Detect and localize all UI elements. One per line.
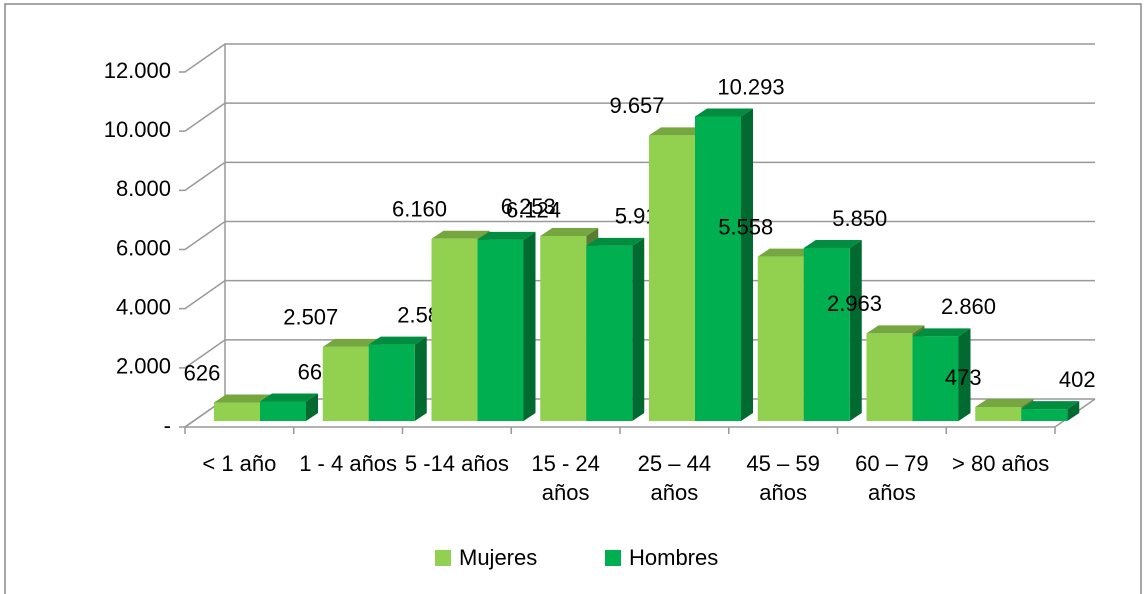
grid-line xyxy=(179,161,1095,192)
bar-side xyxy=(958,328,971,421)
bar xyxy=(260,401,306,421)
x-tick-label: 15 - 24 años xyxy=(531,451,600,505)
bar-side xyxy=(741,108,753,421)
x-tick-label: 1 - 4 años xyxy=(299,451,398,476)
bar xyxy=(586,245,633,421)
bar-side xyxy=(632,237,645,421)
y-tick-label: 10.000 xyxy=(104,117,171,142)
bar-side xyxy=(306,393,318,421)
value-label: 2.507 xyxy=(283,305,338,330)
bar-top xyxy=(368,336,427,345)
bar-top xyxy=(912,328,971,337)
bar xyxy=(214,402,260,421)
bar-top xyxy=(695,108,753,117)
bar xyxy=(431,238,478,421)
bar xyxy=(975,407,1022,421)
bar xyxy=(540,236,587,421)
x-tick-label: 45 – 59 años xyxy=(746,451,820,505)
grid-line xyxy=(179,43,1095,73)
bar xyxy=(803,247,850,421)
chart-border xyxy=(4,3,1142,594)
bar xyxy=(1021,409,1068,421)
bar-side xyxy=(849,239,862,421)
x-tick-label: 25 – 44 años xyxy=(637,451,712,505)
bar-top xyxy=(540,228,599,237)
bar-top xyxy=(803,239,862,248)
y-tick-label: 2.000 xyxy=(116,354,171,379)
bar-top xyxy=(260,393,318,402)
bar xyxy=(477,239,524,421)
bar xyxy=(649,135,695,421)
bar-side xyxy=(414,336,427,421)
bar xyxy=(695,116,741,421)
value-label: 5.558 xyxy=(718,214,773,239)
legend-label: Mujeres xyxy=(459,545,537,570)
value-label: 2.963 xyxy=(827,291,882,316)
y-tick-label: 4.000 xyxy=(116,294,171,319)
bar-top xyxy=(1021,401,1080,410)
bar-top xyxy=(649,127,707,136)
bar xyxy=(322,346,369,421)
x-tick-label: < 1 año xyxy=(202,451,277,476)
bar-top xyxy=(477,231,536,240)
bar xyxy=(912,336,959,421)
y-tick-label: 12.000 xyxy=(104,58,171,83)
value-label: 6.124 xyxy=(506,198,561,223)
bar-top xyxy=(214,394,272,403)
value-label: 473 xyxy=(945,365,982,390)
y-tick-label: 6.000 xyxy=(116,235,171,260)
y-tick-label: 8.000 xyxy=(116,176,171,201)
bar-side xyxy=(1067,401,1080,421)
legend-swatch xyxy=(605,550,621,566)
value-label: 2.860 xyxy=(941,294,996,319)
value-label: 6.253 xyxy=(501,194,556,219)
x-tick-label: 60 – 79 años xyxy=(855,451,929,505)
bar-side xyxy=(523,231,536,421)
bar-top xyxy=(431,230,490,239)
x-tick-label: > 80 años xyxy=(952,451,1050,476)
value-label: 6.160 xyxy=(392,197,447,222)
bar-top xyxy=(866,325,925,334)
bar-top xyxy=(322,338,381,347)
value-label: 10.293 xyxy=(717,74,784,99)
value-label: 626 xyxy=(184,360,221,385)
grid-line xyxy=(179,102,1095,132)
value-label: 402 xyxy=(1059,367,1096,392)
y-tick-label: - xyxy=(164,413,171,438)
value-label: 5.850 xyxy=(832,206,887,231)
bar-top xyxy=(975,399,1034,408)
x-tick-label: 5 -14 años xyxy=(404,451,509,476)
value-label: 9.657 xyxy=(609,93,664,118)
legend-label: Hombres xyxy=(629,545,718,570)
bar xyxy=(368,344,415,421)
legend-swatch xyxy=(435,550,451,566)
bar-top xyxy=(586,237,645,246)
bar xyxy=(866,333,913,421)
bar-top xyxy=(757,248,816,257)
bar xyxy=(757,256,804,421)
